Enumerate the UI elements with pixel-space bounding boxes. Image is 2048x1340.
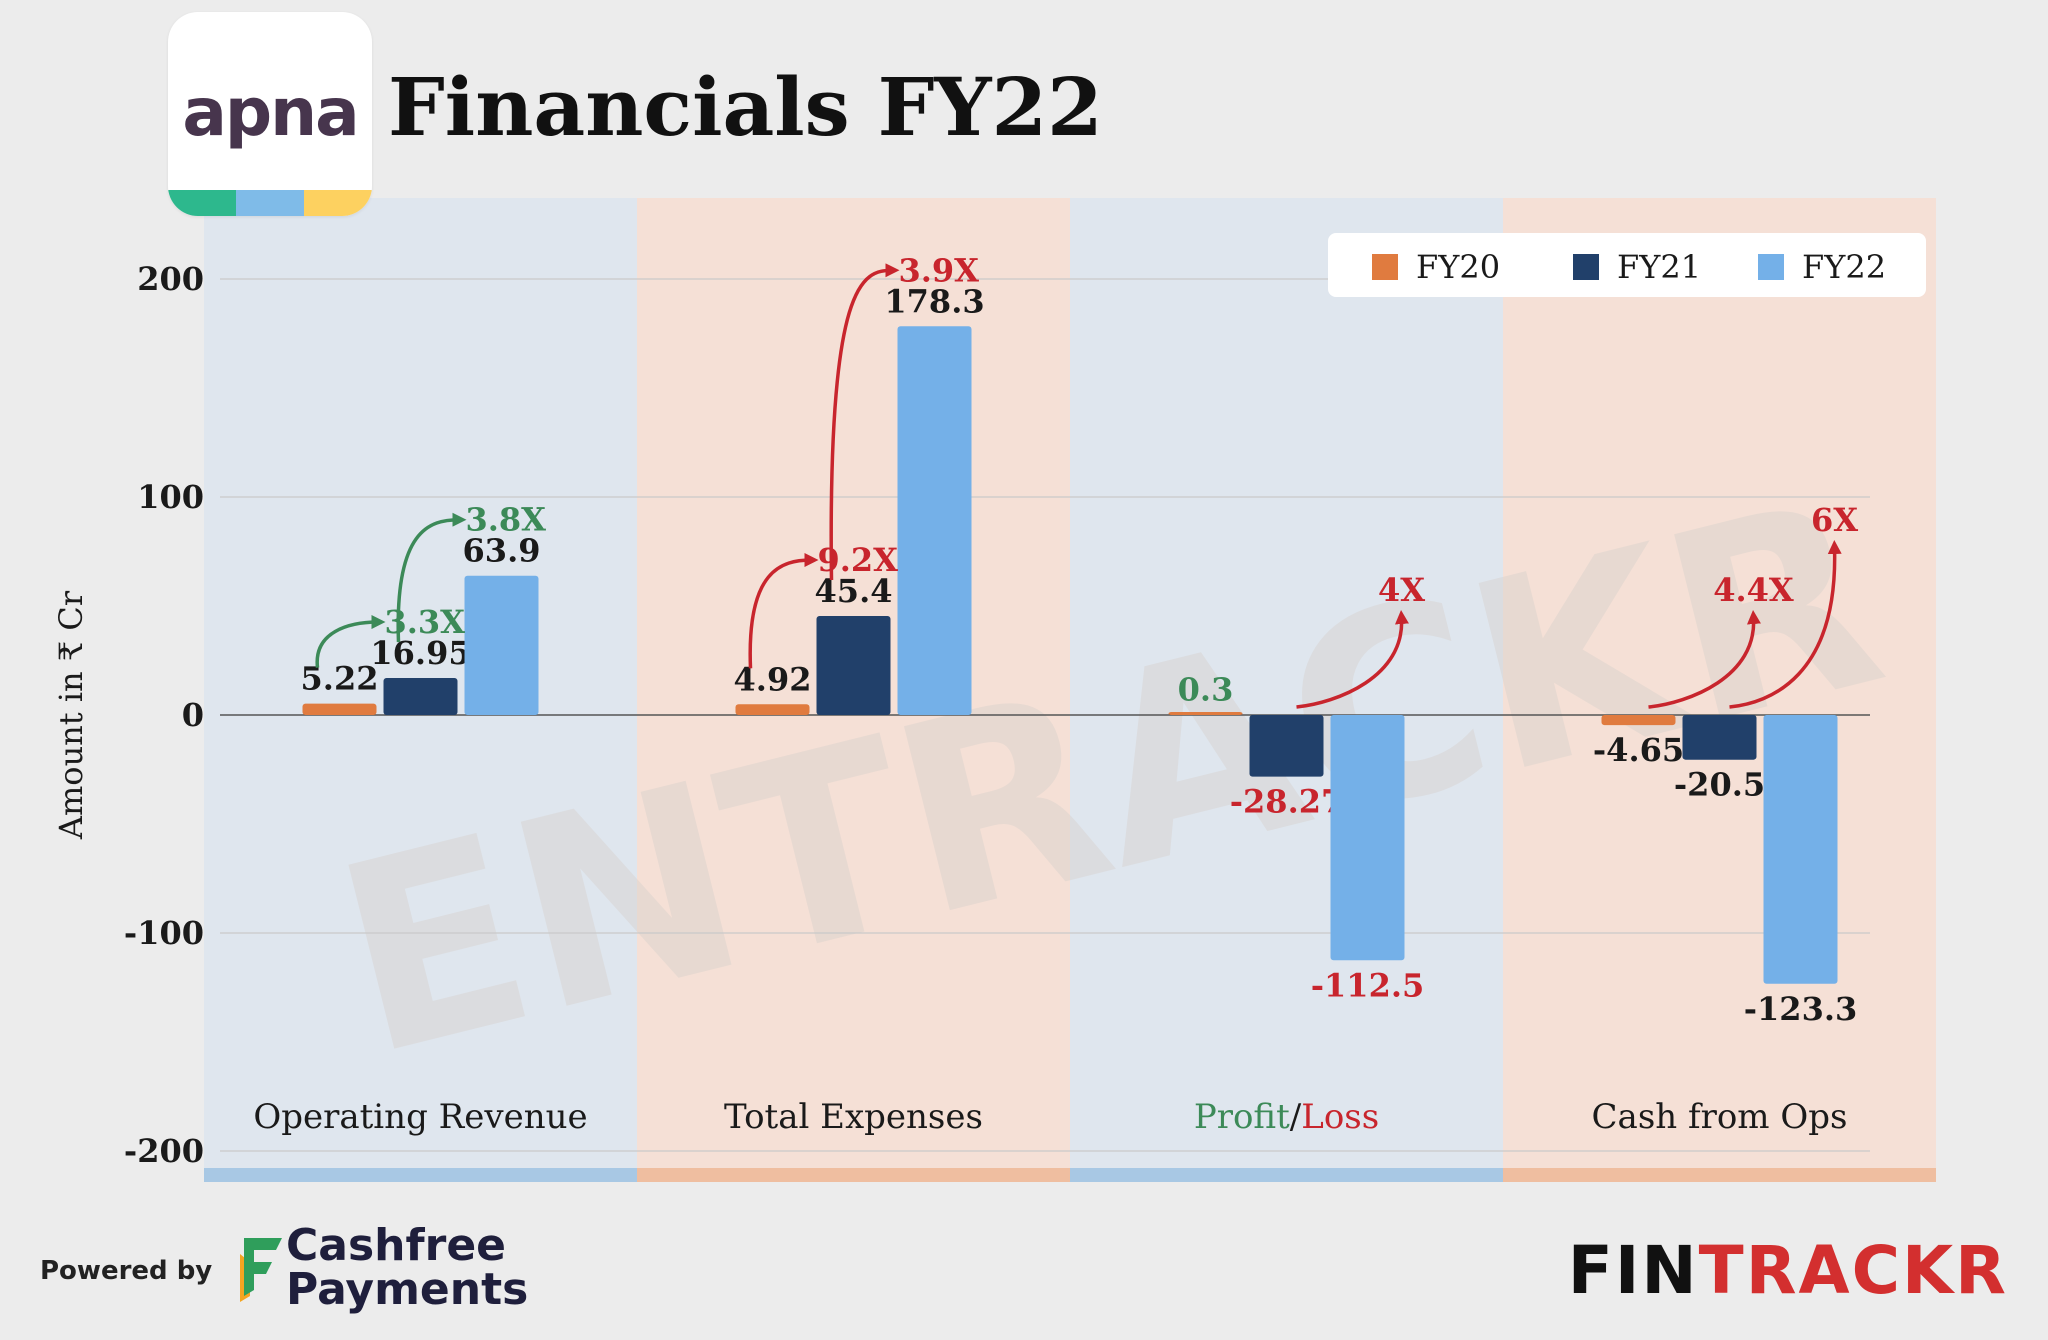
legend-swatch-fy20 xyxy=(1372,254,1398,280)
sponsor-name: Cashfree Payments xyxy=(286,1224,528,1312)
bar-fy22 xyxy=(464,575,539,715)
value-label: 178.3 xyxy=(884,282,984,320)
category-label-part: / xyxy=(1290,1097,1302,1137)
brand-part-1: FIN xyxy=(1567,1232,1699,1309)
value-label: 16.95 xyxy=(370,634,470,672)
cashfree-logo-icon xyxy=(240,1238,282,1302)
growth-arrow xyxy=(1729,540,1842,709)
category-label-part: Operating Revenue xyxy=(253,1097,587,1137)
bar-fy21 xyxy=(816,616,891,715)
page-title: Financials FY22 xyxy=(388,60,1103,154)
bar-fy22 xyxy=(1330,715,1405,961)
apna-logo: apna xyxy=(168,12,372,216)
category-panel xyxy=(1503,198,1936,1174)
growth-label: 3.8X xyxy=(466,501,547,539)
category-label: Total Expenses xyxy=(724,1097,983,1137)
category-strip xyxy=(1070,1168,1503,1182)
legend-label: FY20 xyxy=(1416,248,1500,286)
fintrackr-brand: FINTRACKR xyxy=(1568,1232,2008,1309)
sponsor-line-2: Payments xyxy=(286,1264,529,1315)
growth-label: 4.4X xyxy=(1713,571,1794,609)
y-tick-label: -200 xyxy=(124,1132,204,1170)
bar-fy22 xyxy=(1763,715,1838,984)
category-label: Cash from Ops xyxy=(1592,1097,1848,1137)
category-label: Operating Revenue xyxy=(253,1097,587,1137)
category-strip xyxy=(637,1168,1070,1182)
category-label-part: Loss xyxy=(1301,1097,1379,1137)
growth-arrow xyxy=(1296,610,1409,709)
y-tick-label: 200 xyxy=(137,260,204,298)
growth-label: 4X xyxy=(1378,571,1425,609)
value-label: 0.3 xyxy=(1178,670,1234,708)
logo-stripes xyxy=(168,190,372,216)
bar-fy20 xyxy=(1601,715,1676,726)
bar-fy20 xyxy=(1168,712,1243,715)
y-axis-label: Amount in ₹ Cr xyxy=(52,590,90,840)
legend: FY20 FY21 FY22 xyxy=(1328,233,1926,297)
legend-label: FY22 xyxy=(1802,248,1886,286)
category-strip xyxy=(1503,1168,1936,1182)
bar-fy21 xyxy=(1249,715,1324,777)
brand-part-2: TRACKR xyxy=(1698,1232,2008,1309)
growth-arrow xyxy=(315,615,386,668)
bar-fy21 xyxy=(383,678,458,715)
legend-swatch-fy22 xyxy=(1758,254,1784,280)
sponsor-line-1: Cashfree xyxy=(286,1220,507,1271)
category-panel xyxy=(1070,198,1503,1174)
growth-arrow xyxy=(748,553,819,669)
growth-arrow xyxy=(829,263,900,581)
value-label: -20.5 xyxy=(1674,766,1765,804)
bar-fy20 xyxy=(735,704,810,715)
value-label: -28.27 xyxy=(1230,783,1343,821)
y-tick-label: 100 xyxy=(137,478,204,516)
legend-swatch-fy21 xyxy=(1573,254,1599,280)
category-label-part: Total Expenses xyxy=(724,1097,983,1137)
value-label: -4.65 xyxy=(1593,731,1684,769)
category-label-part: Profit xyxy=(1194,1097,1290,1137)
bar-fy20 xyxy=(302,703,377,715)
value-label: 45.4 xyxy=(815,572,893,610)
growth-label: 3.9X xyxy=(899,251,980,289)
y-tick-label: -100 xyxy=(124,914,204,952)
value-label: 63.9 xyxy=(463,532,541,570)
growth-arrow xyxy=(1648,610,1761,709)
value-label: -123.3 xyxy=(1744,990,1857,1028)
bar-fy21 xyxy=(1682,715,1757,760)
logo-text: apna xyxy=(182,74,359,151)
logo-stripe-green xyxy=(168,190,236,216)
category-label: Profit/Loss xyxy=(1194,1097,1379,1137)
value-label: 4.92 xyxy=(734,660,812,698)
y-tick-label: 0 xyxy=(182,696,204,734)
value-label: 5.22 xyxy=(301,660,379,698)
value-label: -112.5 xyxy=(1311,966,1424,1004)
bar-fy22 xyxy=(897,326,972,715)
growth-arrow xyxy=(396,512,467,643)
legend-box xyxy=(1328,233,1926,297)
category-strip xyxy=(204,1168,637,1182)
legend-label: FY21 xyxy=(1617,248,1701,286)
category-label-part: Cash from Ops xyxy=(1592,1097,1848,1137)
logo-stripe-blue xyxy=(236,190,304,216)
logo-stripe-yellow xyxy=(304,190,372,216)
powered-by-label: Powered by xyxy=(40,1256,213,1286)
growth-label: 6X xyxy=(1811,501,1858,539)
